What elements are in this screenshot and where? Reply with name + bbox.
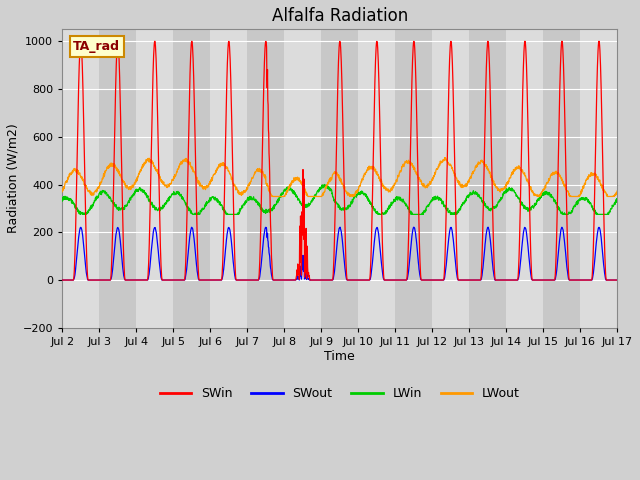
- Bar: [433, 29, 469, 328]
- Bar: [358, 29, 396, 328]
- Bar: [173, 29, 211, 328]
- Bar: [62, 29, 99, 328]
- Bar: [618, 29, 640, 328]
- Bar: [99, 29, 136, 328]
- Bar: [580, 29, 618, 328]
- Text: TA_rad: TA_rad: [74, 40, 120, 53]
- Bar: [543, 29, 580, 328]
- X-axis label: Time: Time: [324, 349, 355, 362]
- Y-axis label: Radiation (W/m2): Radiation (W/m2): [7, 124, 20, 233]
- Bar: [211, 29, 247, 328]
- Bar: [284, 29, 321, 328]
- Bar: [506, 29, 543, 328]
- Bar: [136, 29, 173, 328]
- Bar: [396, 29, 433, 328]
- Bar: [321, 29, 358, 328]
- Bar: [247, 29, 284, 328]
- Bar: [469, 29, 506, 328]
- Title: Alfalfa Radiation: Alfalfa Radiation: [272, 7, 408, 25]
- Legend: SWin, SWout, LWin, LWout: SWin, SWout, LWin, LWout: [155, 382, 525, 405]
